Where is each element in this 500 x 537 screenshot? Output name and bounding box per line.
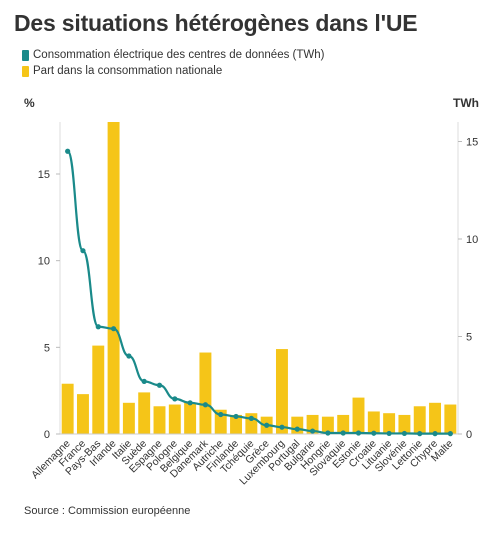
bar bbox=[337, 414, 350, 434]
line-point bbox=[110, 326, 117, 332]
left-tick-label: 0 bbox=[44, 429, 50, 441]
legend-item-line: Consommation électrique des centres de d… bbox=[22, 49, 324, 61]
line-point bbox=[156, 382, 163, 388]
bar bbox=[214, 409, 227, 434]
chart-source: Source : Commission européenne bbox=[24, 505, 191, 517]
line-point bbox=[187, 400, 193, 406]
line-point bbox=[417, 431, 423, 437]
bar bbox=[245, 413, 258, 434]
legend-label-bar: Part dans la consommation nationale bbox=[33, 65, 223, 77]
right-tick-label: 5 bbox=[466, 332, 472, 344]
line-point bbox=[126, 353, 132, 359]
line-series bbox=[66, 150, 451, 435]
line-point bbox=[371, 430, 377, 436]
line-point bbox=[432, 431, 438, 437]
bar bbox=[122, 402, 135, 434]
line-point bbox=[294, 426, 300, 432]
bar bbox=[168, 404, 181, 434]
bar bbox=[444, 404, 457, 434]
bar bbox=[138, 392, 151, 434]
bar bbox=[61, 383, 74, 434]
line-point bbox=[202, 402, 209, 408]
line-point bbox=[141, 378, 147, 384]
bar bbox=[230, 414, 243, 434]
bar bbox=[398, 414, 411, 434]
left-axis-unit: % bbox=[24, 96, 35, 110]
bar bbox=[184, 402, 197, 434]
line-point bbox=[355, 430, 362, 436]
bar bbox=[367, 411, 380, 434]
line-point bbox=[248, 415, 254, 421]
line-point bbox=[65, 148, 71, 154]
bar bbox=[76, 394, 89, 434]
bar bbox=[275, 349, 288, 434]
bar bbox=[352, 397, 365, 434]
line-point bbox=[309, 428, 316, 434]
right-tick-label: 10 bbox=[466, 234, 478, 246]
line-point bbox=[386, 430, 392, 437]
line-point bbox=[172, 396, 178, 402]
line-point bbox=[401, 430, 408, 437]
left-tick-label: 15 bbox=[38, 169, 50, 181]
legend-swatch-line bbox=[22, 49, 29, 61]
left-tick-label: 10 bbox=[38, 256, 50, 268]
bar bbox=[306, 414, 319, 434]
line-point bbox=[95, 324, 101, 330]
legend-swatch-bar bbox=[22, 65, 29, 77]
bar bbox=[383, 413, 396, 434]
bar bbox=[153, 406, 166, 434]
bar bbox=[199, 352, 212, 434]
legend-label-line: Consommation électrique des centres de d… bbox=[33, 49, 325, 61]
right-tick-label: 15 bbox=[466, 137, 478, 149]
line-point bbox=[340, 430, 346, 436]
line-point bbox=[279, 424, 285, 430]
line-point bbox=[233, 413, 239, 420]
right-tick-label: 0 bbox=[466, 429, 472, 441]
legend-item-bar: Part dans la consommation nationale bbox=[22, 65, 222, 77]
bar bbox=[107, 122, 120, 434]
bar bbox=[291, 416, 304, 434]
bar bbox=[413, 406, 426, 434]
bar bbox=[429, 402, 442, 434]
bar bbox=[321, 416, 334, 434]
line-point bbox=[218, 411, 224, 418]
line-point bbox=[325, 430, 331, 436]
left-tick-label: 5 bbox=[44, 342, 50, 354]
right-axis-unit: TWh bbox=[453, 96, 479, 110]
bar bbox=[92, 345, 105, 434]
chart-title: Des situations hétérogènes dans l'UE bbox=[14, 10, 418, 36]
line-point bbox=[447, 431, 453, 437]
line-point bbox=[264, 422, 270, 428]
line-point bbox=[80, 248, 86, 254]
